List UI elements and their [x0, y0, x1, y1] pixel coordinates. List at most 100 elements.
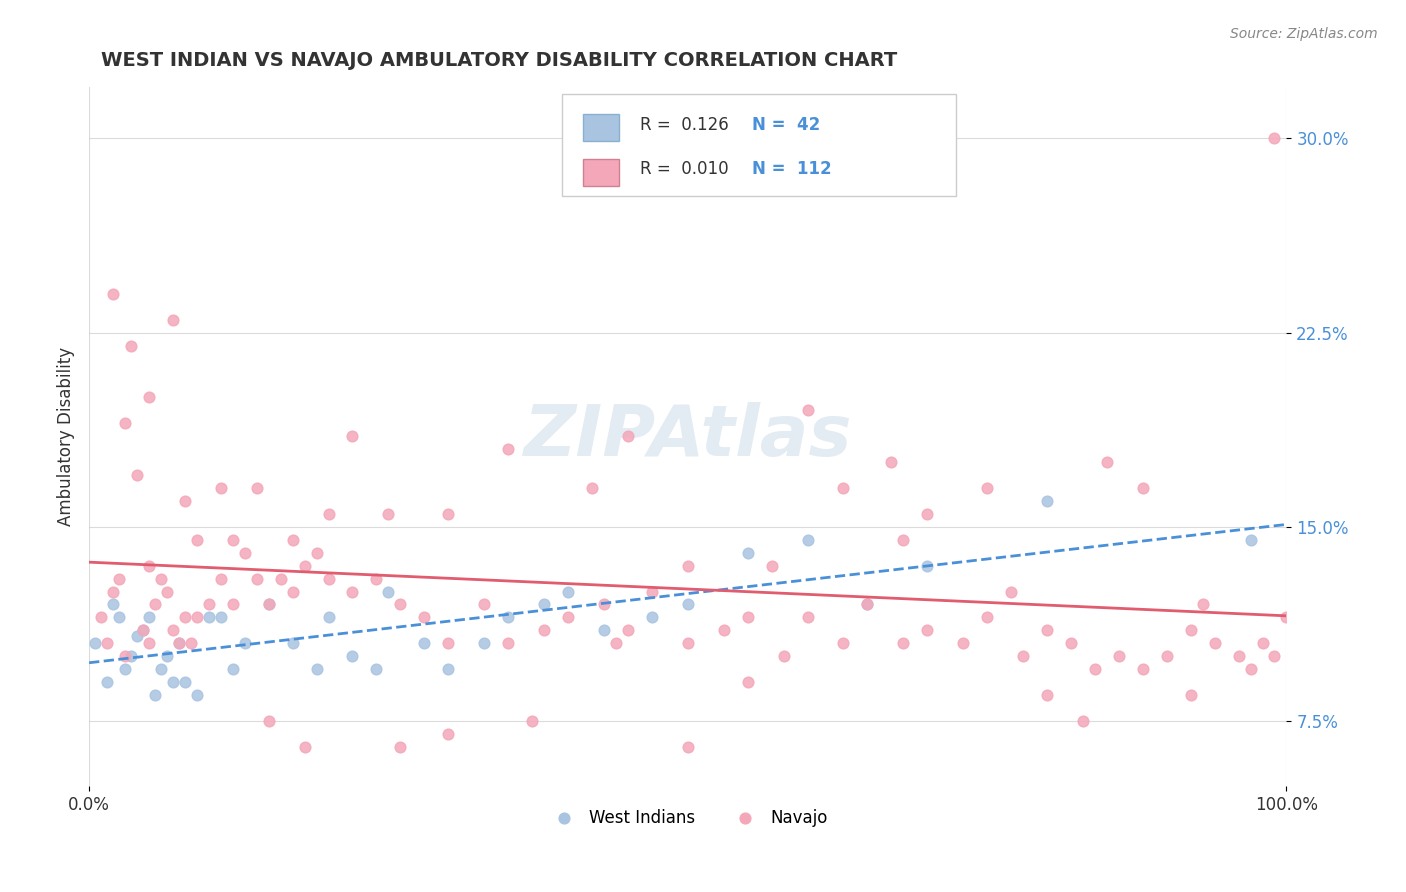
Point [96, 636, 118, 650]
Point [533, 598, 555, 612]
Point [976, 481, 998, 495]
Point [143, 688, 166, 702]
Point [713, 624, 735, 638]
Point [1071, 714, 1094, 728]
Point [180, 636, 202, 650]
Point [294, 558, 316, 573]
Point [132, 624, 155, 638]
Point [138, 390, 160, 404]
Point [233, 636, 256, 650]
Point [101, 598, 124, 612]
Point [1036, 624, 1059, 638]
Point [108, 610, 131, 624]
Point [366, 662, 388, 676]
Point [90, 610, 112, 624]
Point [593, 598, 616, 612]
Point [318, 507, 340, 521]
Point [1095, 455, 1118, 469]
Point [617, 624, 640, 638]
Point [676, 739, 699, 754]
Point [162, 624, 184, 638]
Legend: West Indians, Navajo: West Indians, Navajo [541, 802, 835, 833]
Point [796, 403, 818, 417]
Point [156, 649, 179, 664]
Point [1275, 610, 1298, 624]
Point [281, 584, 304, 599]
Point [318, 572, 340, 586]
Point [1204, 636, 1226, 650]
Point [270, 572, 292, 586]
Point [257, 598, 280, 612]
Point [173, 675, 195, 690]
Point [1239, 662, 1261, 676]
Point [114, 649, 136, 664]
Point [676, 636, 699, 650]
Point [198, 610, 221, 624]
Point [472, 636, 495, 650]
Point [1084, 662, 1107, 676]
Point [156, 584, 179, 599]
Point [120, 338, 142, 352]
Point [162, 675, 184, 690]
Text: N =  42: N = 42 [752, 116, 821, 134]
Point [96, 675, 118, 690]
Point [641, 610, 664, 624]
Point [1180, 624, 1202, 638]
Point [114, 662, 136, 676]
Point [389, 598, 412, 612]
Point [437, 636, 460, 650]
Point [891, 636, 914, 650]
Point [138, 610, 160, 624]
Point [437, 507, 460, 521]
Point [605, 636, 627, 650]
Point [138, 558, 160, 573]
Point [1036, 688, 1059, 702]
Point [101, 584, 124, 599]
Point [856, 598, 879, 612]
Point [915, 507, 938, 521]
Point [108, 572, 131, 586]
Point [222, 662, 245, 676]
Point [149, 572, 172, 586]
Point [915, 624, 938, 638]
Point [976, 610, 998, 624]
Point [186, 610, 208, 624]
Point [496, 636, 519, 650]
Point [1191, 598, 1213, 612]
Point [437, 727, 460, 741]
Point [915, 558, 938, 573]
Point [1108, 649, 1130, 664]
Point [641, 584, 664, 599]
Point [281, 533, 304, 547]
Point [1012, 649, 1035, 664]
Point [114, 416, 136, 430]
Point [162, 312, 184, 326]
Point [305, 546, 328, 560]
Point [173, 610, 195, 624]
Point [186, 533, 208, 547]
Point [149, 662, 172, 676]
Text: WEST INDIAN VS NAVAJO AMBULATORY DISABILITY CORRELATION CHART: WEST INDIAN VS NAVAJO AMBULATORY DISABIL… [101, 51, 897, 70]
Point [342, 649, 364, 664]
Point [209, 481, 232, 495]
Point [281, 636, 304, 650]
Point [294, 739, 316, 754]
Point [222, 533, 245, 547]
Point [167, 636, 190, 650]
Point [120, 649, 142, 664]
Point [593, 624, 616, 638]
Point [1060, 636, 1083, 650]
Point [557, 584, 579, 599]
Point [389, 739, 412, 754]
Point [173, 494, 195, 508]
Point [132, 624, 155, 638]
Point [305, 662, 328, 676]
Point [1156, 649, 1178, 664]
Point [101, 286, 124, 301]
Point [246, 481, 269, 495]
Point [437, 662, 460, 676]
Point [377, 507, 399, 521]
Point [737, 675, 759, 690]
Point [496, 442, 519, 456]
Point [1227, 649, 1250, 664]
